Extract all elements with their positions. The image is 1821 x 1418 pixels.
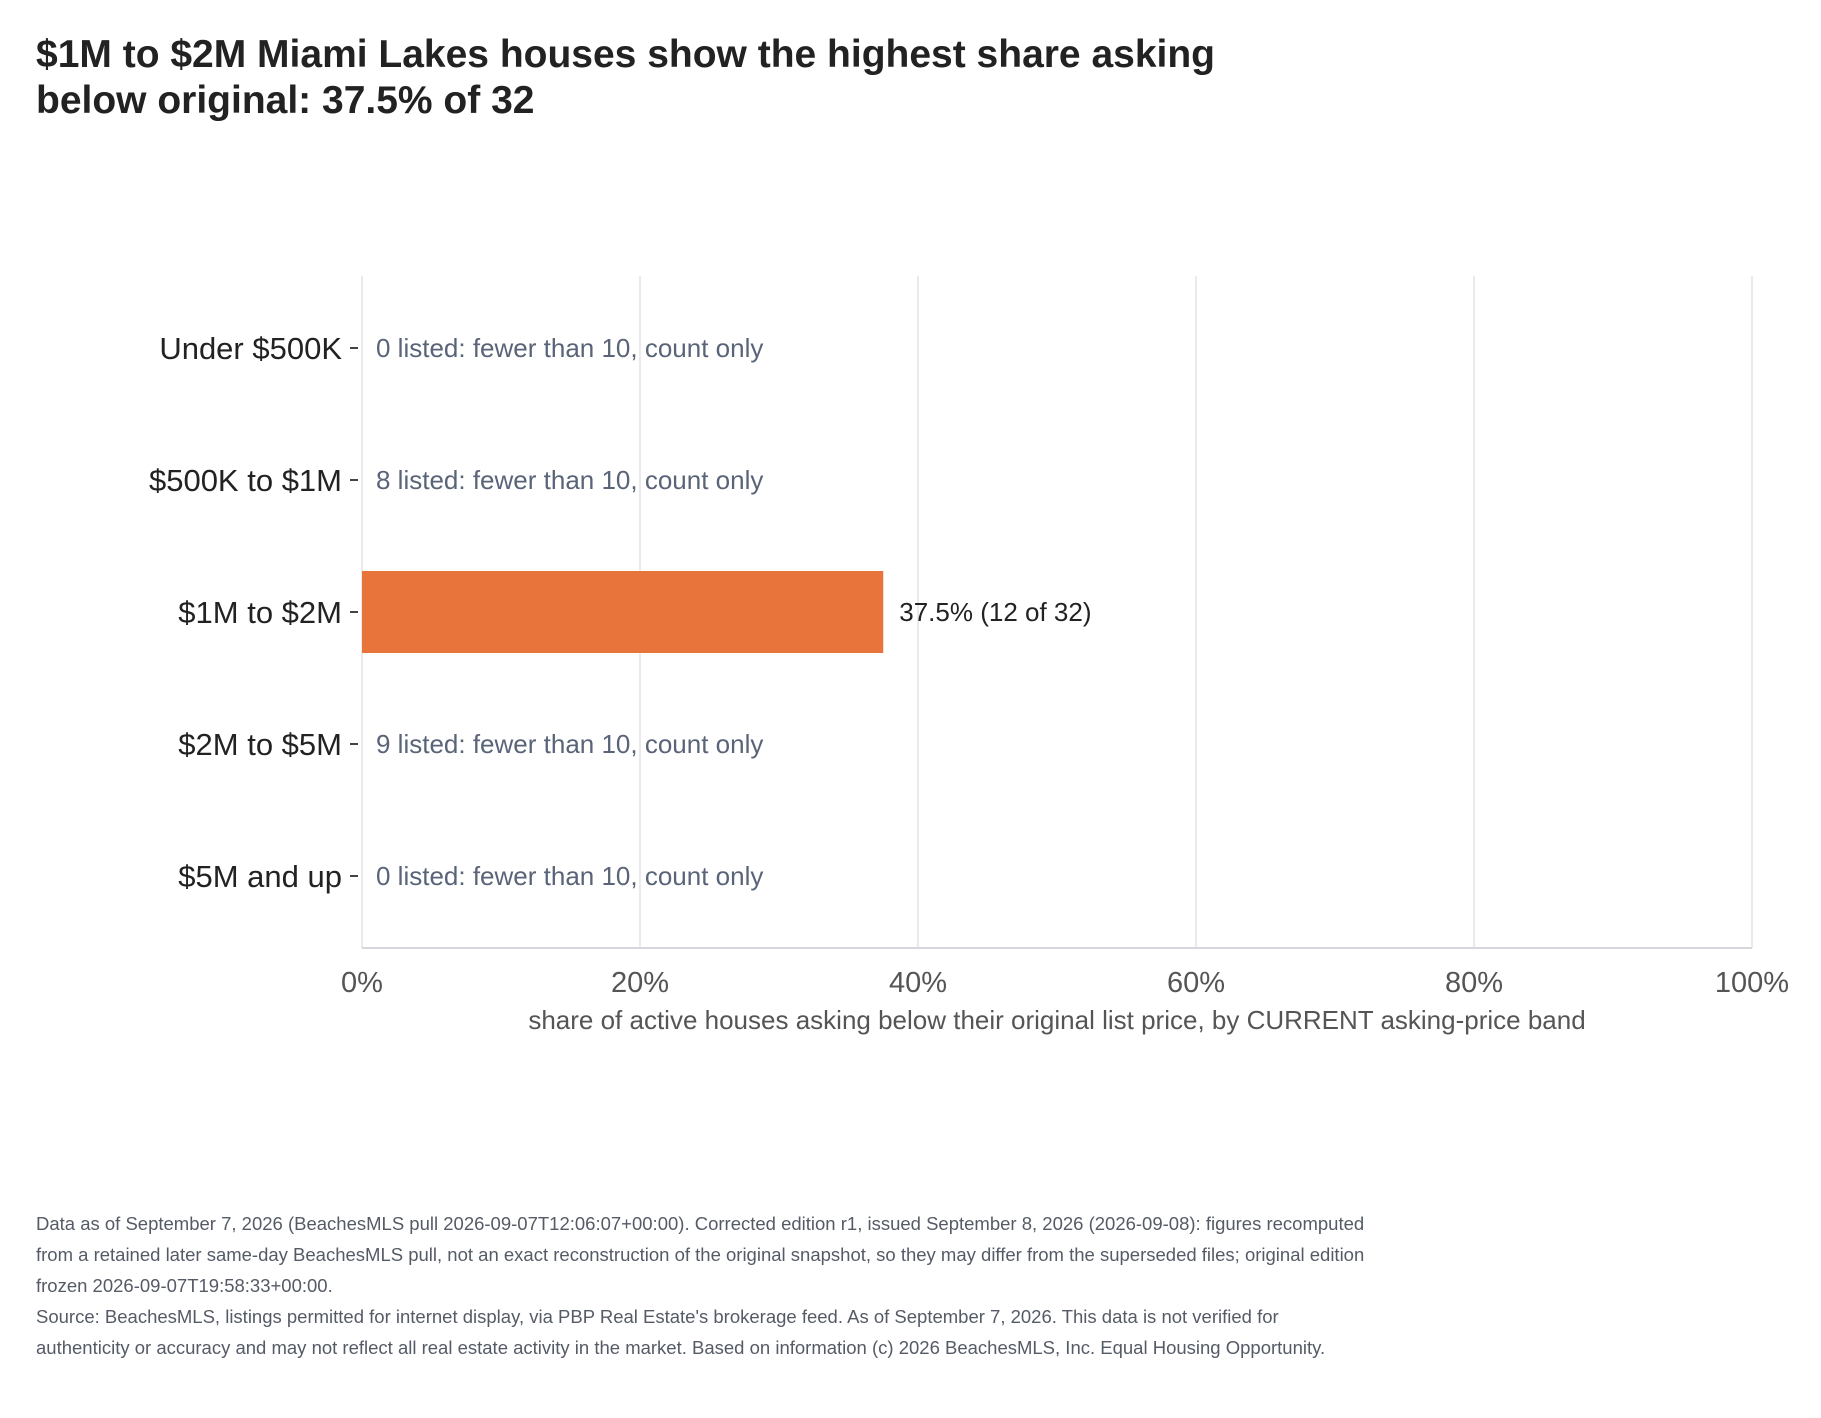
y-tick-label: $500K to $1M — [149, 463, 342, 498]
count-only-label: 0 listed: fewer than 10, count only — [376, 861, 763, 891]
chart-title: $1M to $2M Miami Lakes houses show the h… — [36, 33, 1216, 122]
x-tick-label: 0% — [341, 967, 383, 999]
bar — [362, 571, 884, 653]
x-tick-label: 100% — [1715, 967, 1789, 999]
x-tick-label: 80% — [1445, 967, 1503, 999]
count-only-label: 8 listed: fewer than 10, count only — [376, 465, 763, 495]
data-label: 37.5% (12 of 32) — [899, 597, 1091, 627]
x-tick-label: 60% — [1167, 967, 1225, 999]
bars — [362, 571, 884, 653]
bar-chart: 0 listed: fewer than 10, count only 8 lis… — [149, 276, 1789, 1035]
edition-note: Data as of September 7, 2026 (BeachesMLS… — [36, 1213, 1365, 1296]
y-axis-ticks: Under $500K $500K to $1M $1M to $2M $2M to … — [149, 331, 358, 894]
bar-labels: 0 listed: fewer than 10, count only 8 lis… — [376, 333, 1091, 891]
source-note: Source: BeachesMLS, listings permitted f… — [36, 1306, 1326, 1358]
x-axis-ticks: 0% 20% 40% 60% 80% 100% — [341, 967, 1789, 999]
footnotes: Data as of September 7, 2026 (BeachesMLS… — [36, 1208, 1376, 1363]
x-tick-label: 40% — [889, 967, 947, 999]
gridlines — [361, 276, 1753, 949]
count-only-label: 0 listed: fewer than 10, count only — [376, 333, 763, 363]
x-axis-label: share of active houses asking below thei… — [528, 1005, 1585, 1035]
count-only-label: 9 listed: fewer than 10, count only — [376, 729, 763, 759]
y-tick-label: $2M to $5M — [178, 727, 342, 762]
y-tick-label: Under $500K — [159, 331, 342, 366]
y-tick-label: $1M to $2M — [178, 595, 342, 630]
y-tick-label: $5M and up — [178, 859, 342, 894]
x-tick-label: 20% — [611, 967, 669, 999]
